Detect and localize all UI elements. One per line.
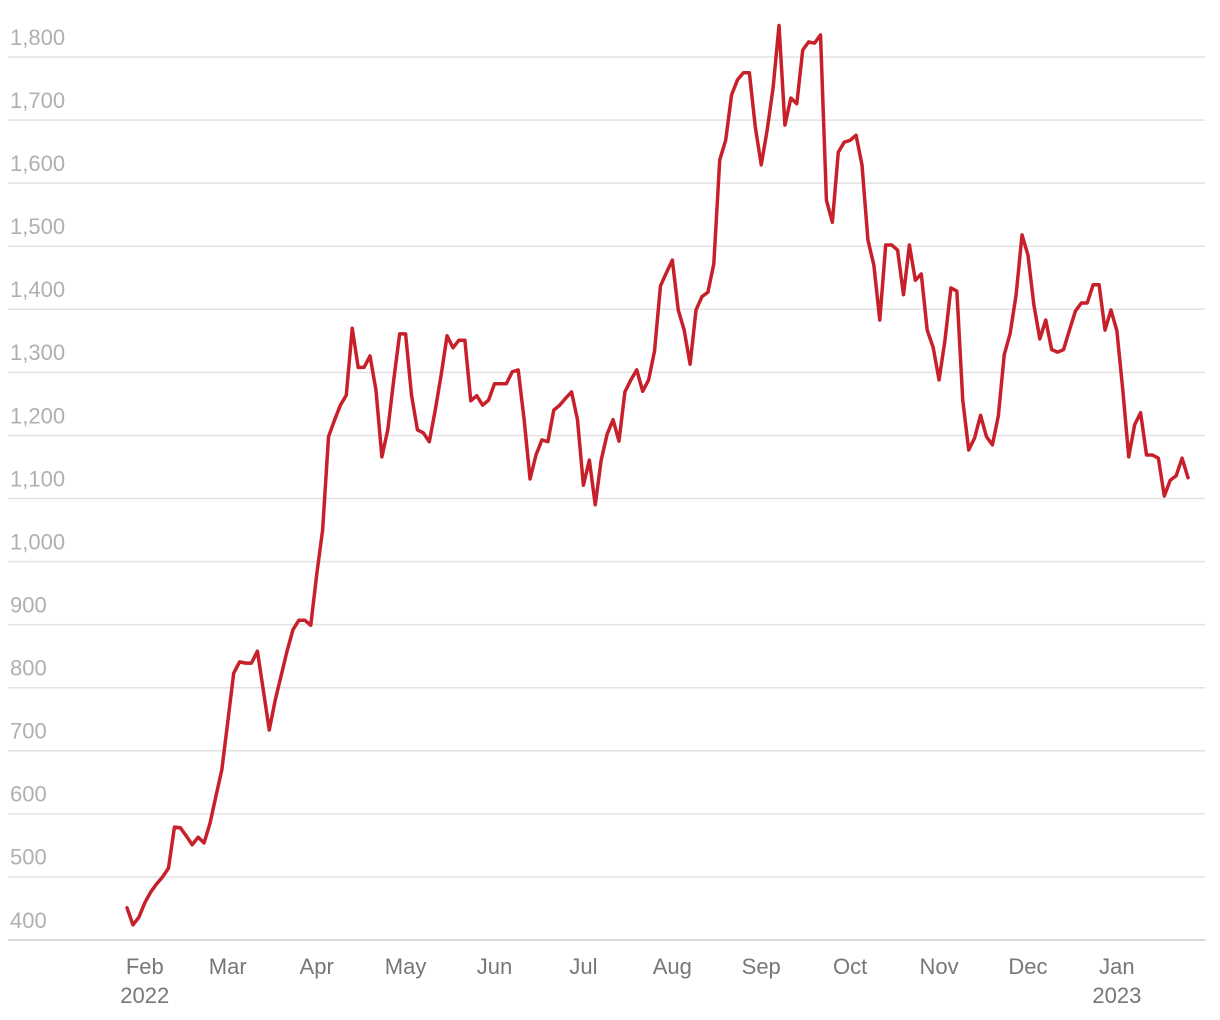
y-tick-label: 1,400 xyxy=(10,277,65,302)
x-tick-label: Feb 2022 xyxy=(120,954,170,1008)
x-tick-label: Aug xyxy=(652,954,692,979)
x-tick-label: Mar xyxy=(208,954,247,979)
y-tick-label: 1,200 xyxy=(10,403,65,428)
y-tick-label: 1,600 xyxy=(10,151,65,176)
y-tick-label: 600 xyxy=(10,782,47,807)
y-tick-label: 900 xyxy=(10,592,47,617)
x-tick-label: Apr xyxy=(299,954,334,979)
x-tick-label: Jun xyxy=(476,954,513,979)
y-tick-label: 400 xyxy=(10,908,47,933)
x-tick-label: Jul xyxy=(569,954,598,979)
x-tick-label: Nov xyxy=(919,954,959,979)
y-tick-label: 1,300 xyxy=(10,340,65,365)
x-tick-label: Jan 2023 xyxy=(1092,954,1142,1008)
price-line xyxy=(125,23,1190,927)
y-tick-label: 500 xyxy=(10,845,47,870)
x-tick-label: May xyxy=(384,954,427,979)
y-tick-label: 700 xyxy=(10,719,47,744)
y-tick-label: 1,100 xyxy=(10,466,65,491)
y-tick-label: 800 xyxy=(10,656,47,681)
y-tick-label: 1,500 xyxy=(10,214,65,239)
x-tick-label: Oct xyxy=(833,954,868,979)
x-tick-label: Sep xyxy=(741,954,781,979)
y-tick-label: 1,000 xyxy=(10,529,65,554)
y-tick-label: 1,700 xyxy=(10,88,65,113)
x-tick-label: Dec xyxy=(1008,954,1048,979)
y-tick-label: 1,800 xyxy=(10,25,65,50)
